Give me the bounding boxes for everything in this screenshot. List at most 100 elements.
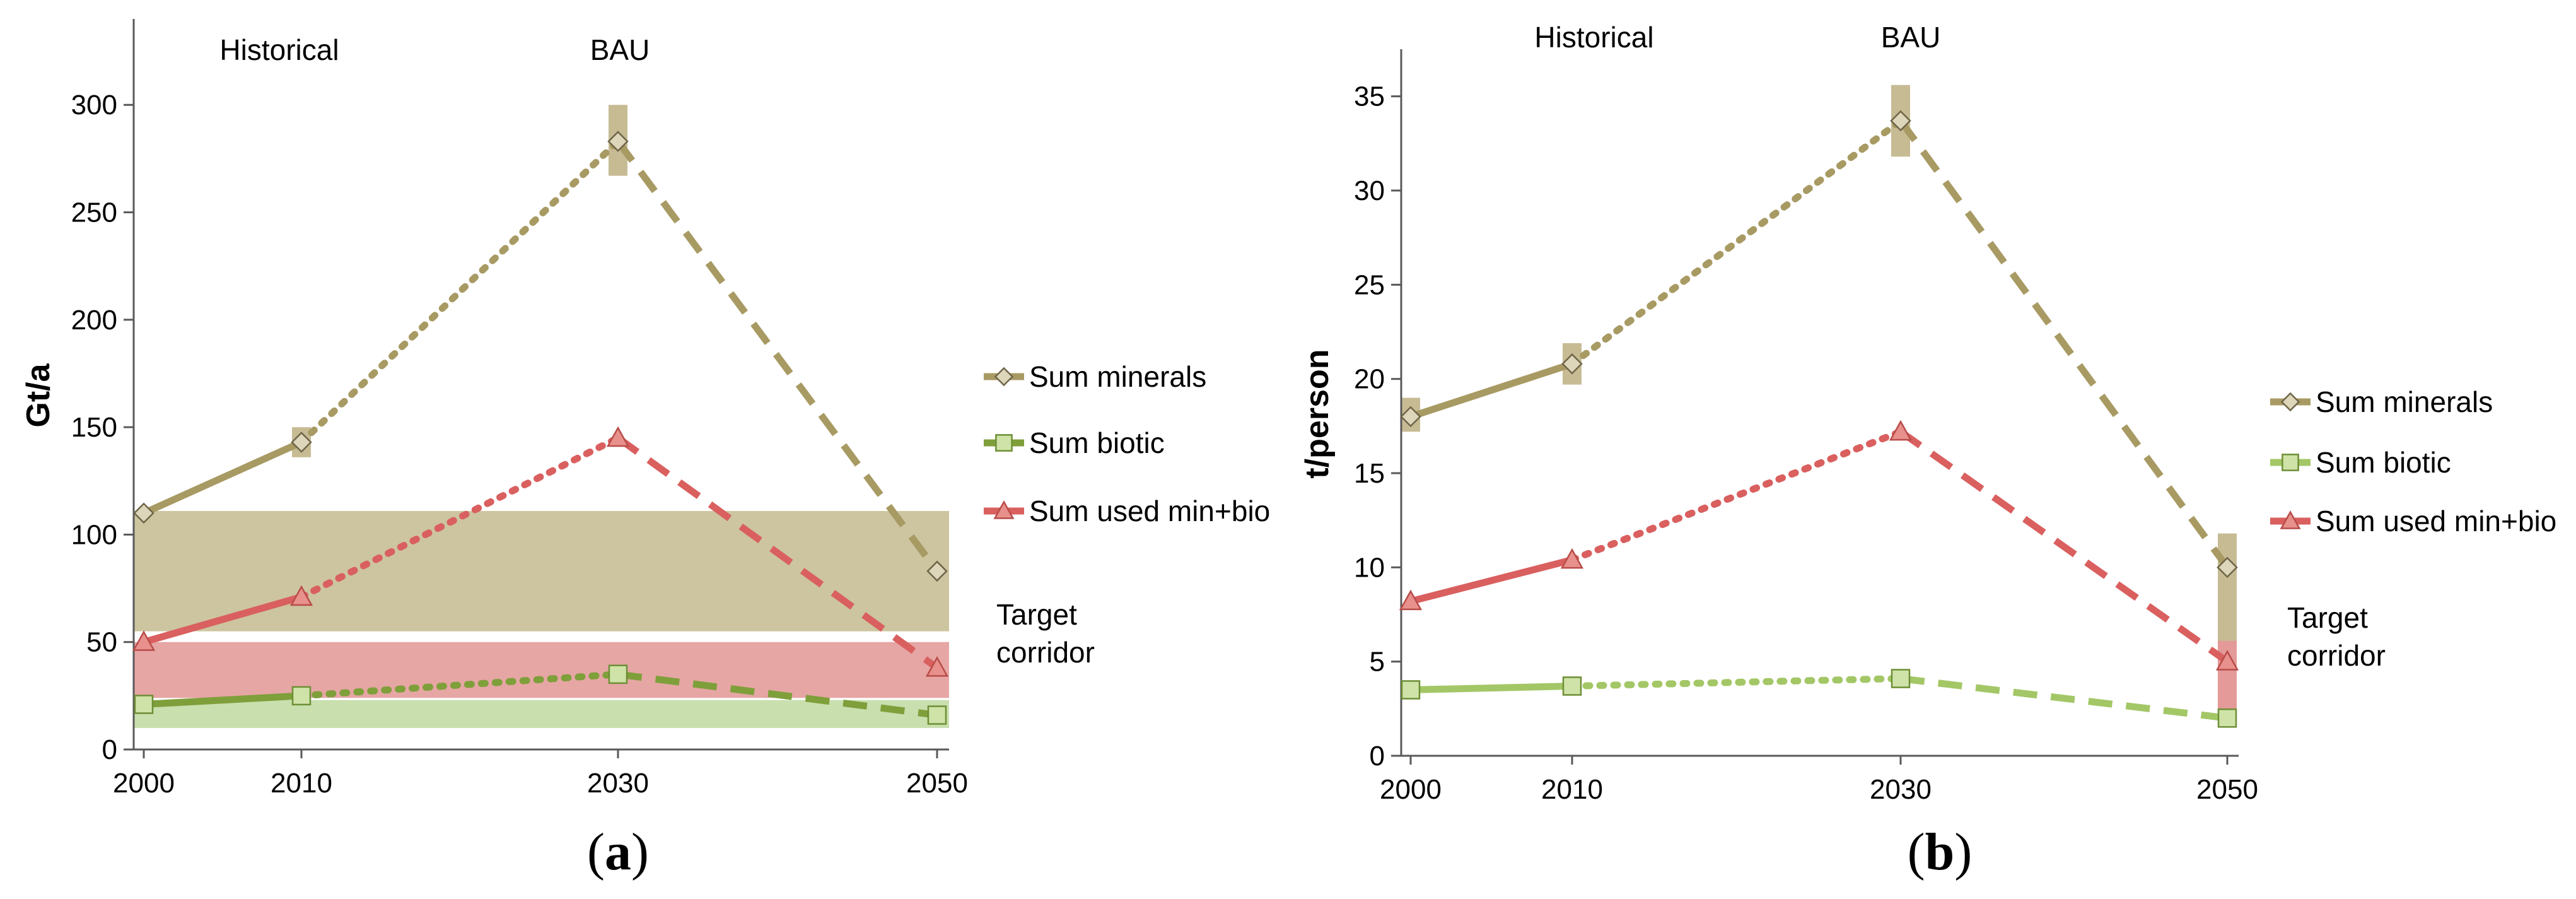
target-corridor-line-1: Target <box>2287 601 2368 634</box>
series-used-segment-3 <box>1898 428 2230 665</box>
series-minerals <box>1400 110 2238 579</box>
point-minerals-2000 <box>1400 406 1421 428</box>
legend-marker-used <box>993 500 1015 519</box>
target-corridor-line-2: corridor <box>996 636 1095 669</box>
legend-label-used: Sum used min+bio <box>1029 495 1270 527</box>
series-used-segment-1 <box>1407 556 1576 605</box>
point-used-2030 <box>1889 420 1913 441</box>
legend-label-biotic_b: Sum biotic <box>2316 446 2451 479</box>
panel-label-close: ) <box>1954 823 1972 881</box>
y-tick-label-15: 15 <box>1354 458 1385 489</box>
legend-label-minerals: Sum minerals <box>1029 360 1206 393</box>
point-used-2010 <box>289 585 313 606</box>
point-biotic-2030 <box>608 664 628 685</box>
target-corridor-line-2: corridor <box>2287 639 2386 672</box>
point-used-2000 <box>132 630 156 651</box>
x-tick-label-2030: 2030 <box>1870 774 1932 805</box>
corridor-band-1 <box>134 510 949 632</box>
range-bar-2050-4 <box>2218 533 2237 643</box>
point-biotic_b-2050 <box>2217 708 2237 728</box>
period-label-historical: Historical <box>1534 21 1653 54</box>
point-used-2050 <box>2215 650 2239 671</box>
y-tick-label-0: 0 <box>102 734 117 765</box>
point-minerals-2010 <box>1561 353 1583 375</box>
x-tick-label-2000: 2000 <box>1380 774 1442 805</box>
series-minerals <box>133 131 948 582</box>
y-tick-label-0: 0 <box>1370 741 1385 772</box>
series-minerals-segment-2 <box>1568 117 1904 368</box>
series-biotic_b-segment-1 <box>1407 682 1576 693</box>
series-minerals-segment-3 <box>1897 119 2230 570</box>
y-tick-label-250: 250 <box>71 197 117 228</box>
point-biotic_b-2030 <box>1891 669 1911 688</box>
panel-label-letter: a <box>605 823 631 881</box>
series-used-segment-3 <box>615 435 940 671</box>
point-biotic_b-2010 <box>1562 676 1582 696</box>
series-biotic <box>134 664 947 725</box>
point-minerals-2030 <box>1890 110 1911 132</box>
series-used <box>1399 420 2239 671</box>
point-biotic-2050 <box>927 705 947 725</box>
point-used-2010 <box>1560 548 1584 569</box>
y-tick-label-25: 25 <box>1354 269 1385 300</box>
legend-marker-minerals <box>2280 392 2300 412</box>
panel-label-letter: b <box>1925 823 1955 881</box>
legend-marker-minerals <box>994 367 1014 387</box>
panel-b: 0 5 10 15 20 25 30 35 2000 2010 2030 2050 t/person Hi… <box>1299 21 2556 881</box>
point-used-2000 <box>1399 589 1423 611</box>
series-used <box>132 426 949 677</box>
corridor-band-2 <box>134 642 949 698</box>
y-tick-label-150: 150 <box>71 412 117 443</box>
series-used-segment-2 <box>298 434 622 601</box>
panel-label: (a) <box>587 823 649 881</box>
series-biotic-segment-3 <box>617 671 938 719</box>
period-label-historical: Historical <box>219 33 339 66</box>
x-tick-label-2010: 2010 <box>1541 774 1603 805</box>
series-biotic-segment-2 <box>298 671 622 700</box>
series-biotic_b-segment-2 <box>1568 675 1904 690</box>
series-biotic-segment-1 <box>140 692 305 708</box>
point-used-2050 <box>925 656 949 677</box>
legend-marker-used <box>2280 510 2301 529</box>
y-tick-label-300: 300 <box>71 90 117 120</box>
legend-marker-biotic <box>995 434 1013 452</box>
y-axis-label: t/person <box>1299 349 1336 478</box>
panel-a: 0 50 100 150 200 250 300 2000 2010 2030 2050 Gt/a Hi… <box>20 19 1270 881</box>
point-minerals-2050 <box>2217 556 2238 579</box>
y-axis-label: Gt/a <box>20 363 57 427</box>
target-corridor-line-1: Target <box>996 598 1077 631</box>
point-minerals-2050 <box>926 560 948 582</box>
y-tick-label-50: 50 <box>86 627 117 658</box>
y-tick-label-30: 30 <box>1354 175 1385 206</box>
y-tick-label-35: 35 <box>1354 81 1385 112</box>
point-minerals-2010 <box>291 432 312 453</box>
x-tick-label-2050: 2050 <box>906 768 968 799</box>
point-minerals-2000 <box>133 502 154 524</box>
panel-label-close: ) <box>631 823 649 881</box>
y-tick-label-10: 10 <box>1354 552 1385 583</box>
legend-label-biotic: Sum biotic <box>1029 426 1165 459</box>
y-tick-label-5: 5 <box>1370 647 1385 678</box>
legend-label-used: Sum used min+bio <box>2316 505 2556 538</box>
series-used-segment-1 <box>140 593 305 646</box>
x-tick-label-2050: 2050 <box>2196 774 2258 805</box>
y-tick-label-200: 200 <box>71 305 117 336</box>
x-tick-label-2000: 2000 <box>113 768 175 799</box>
y-tick-label-100: 100 <box>71 519 117 550</box>
series-minerals-segment-3 <box>615 139 940 573</box>
panel-label-open: ( <box>587 823 605 881</box>
period-label-bau: BAU <box>590 33 650 66</box>
legend-marker-biotic_b <box>2282 454 2299 471</box>
period-label-bau: BAU <box>1881 21 1941 54</box>
legend-label-minerals: Sum minerals <box>2316 385 2493 418</box>
x-tick-label-2030: 2030 <box>587 768 649 799</box>
corridor-band-3 <box>134 700 949 728</box>
panel-label: (b) <box>1908 823 1973 881</box>
point-biotic-2000 <box>134 695 154 714</box>
point-biotic-2010 <box>291 686 312 706</box>
series-used-segment-2 <box>1568 428 1904 563</box>
point-minerals-2030 <box>607 131 629 152</box>
series-minerals-segment-2 <box>298 138 622 446</box>
y-tick-label-20: 20 <box>1354 364 1385 395</box>
